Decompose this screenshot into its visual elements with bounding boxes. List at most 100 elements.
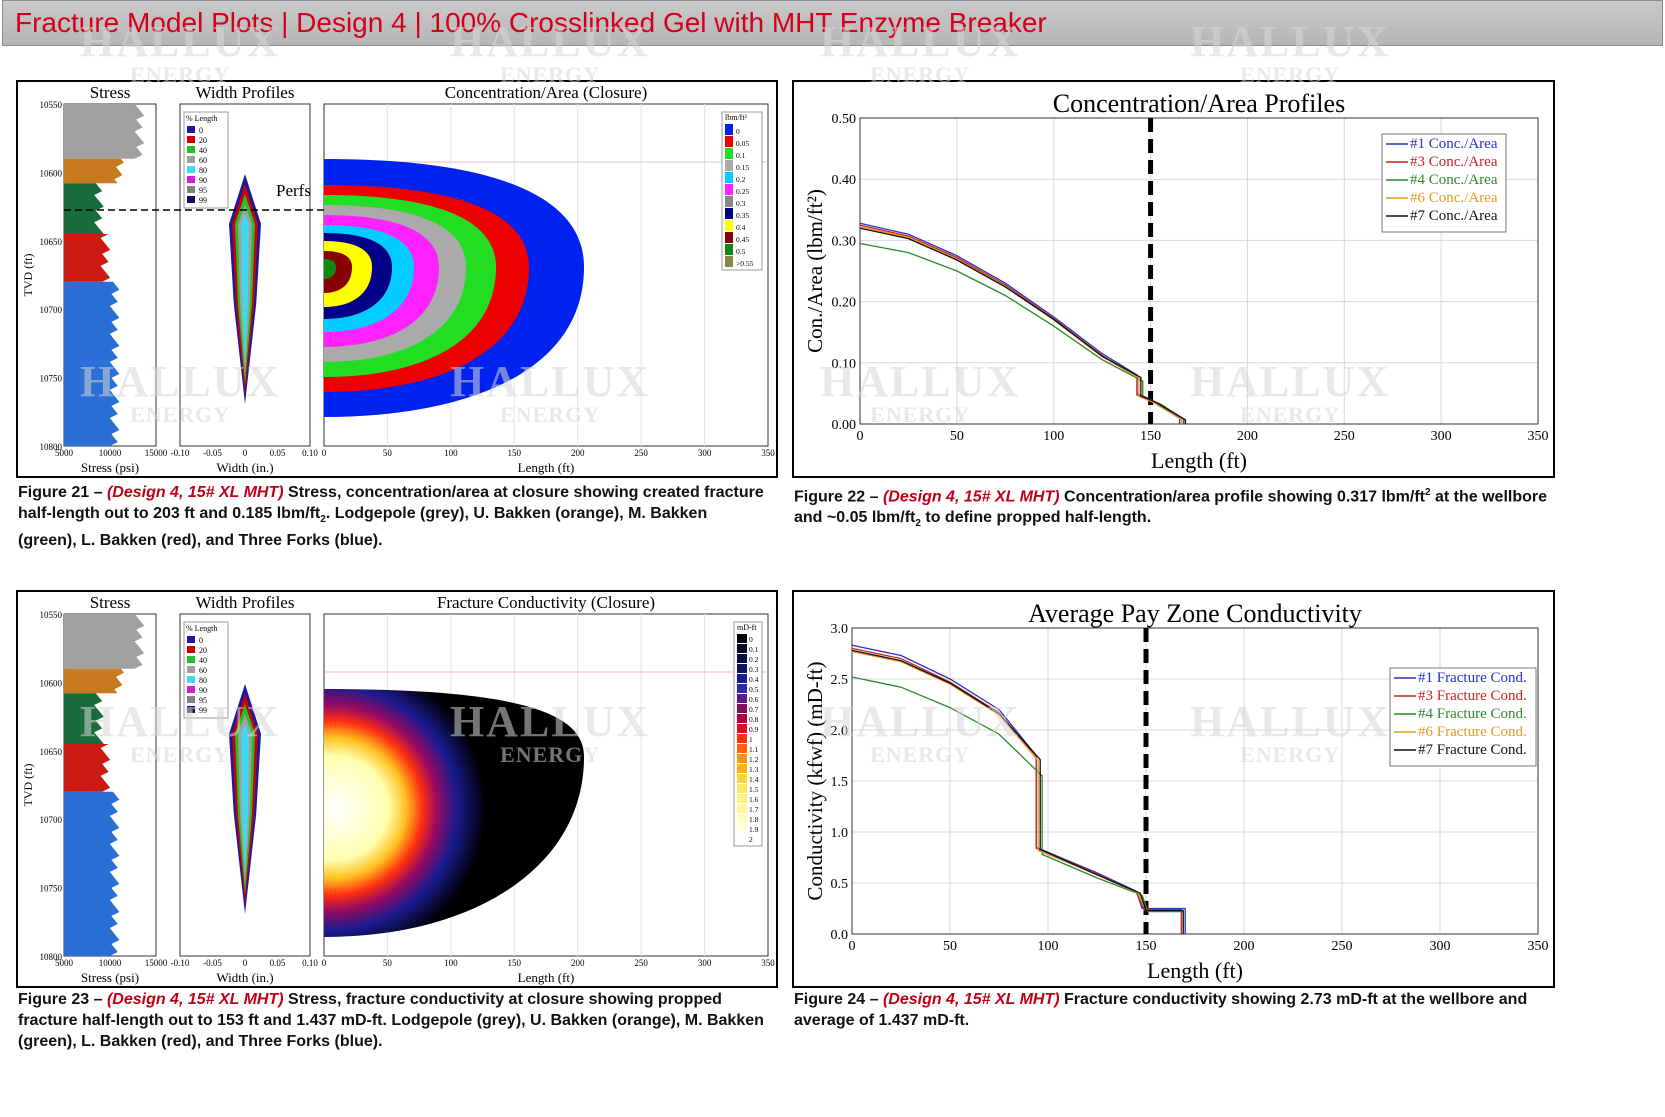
caption-label: Figure 22 – xyxy=(794,488,879,506)
width-axis-label: Width (in.) xyxy=(216,970,273,985)
figure-22-chart: Concentration/Area Profiles 0 50 100 150 200 2… xyxy=(803,89,1549,473)
width-tick-label: 0 xyxy=(243,958,248,968)
length-tick-label: 350 xyxy=(761,958,775,968)
width-legend-swatch xyxy=(187,136,195,143)
series-line xyxy=(859,226,1183,424)
middle-bakken-band xyxy=(64,693,104,744)
main-legend-swatch xyxy=(737,764,747,773)
main-legend-swatch xyxy=(737,774,747,783)
legend-label: #3 Conc./Area xyxy=(1410,154,1498,170)
tvd-tick-label: 10600 xyxy=(40,168,63,178)
caption-sub: 2 xyxy=(320,514,326,526)
y-tick-label: 0.50 xyxy=(832,112,857,127)
series-line xyxy=(851,650,1184,934)
main-legend-label: 0.3 xyxy=(736,199,746,208)
y-tick-label: 0.00 xyxy=(832,418,857,433)
three-forks-band xyxy=(64,791,120,956)
length-tick-label: 250 xyxy=(634,958,648,968)
caption-design: (Design 4, 15# XL MHT) xyxy=(882,991,1060,1008)
width-legend-swatch xyxy=(187,636,195,643)
main-legend-swatch xyxy=(737,754,747,763)
main-legend-label: 1.9 xyxy=(749,825,759,834)
width-legend-title: % Length xyxy=(186,624,217,633)
main-legend-label: 0.45 xyxy=(736,235,749,244)
main-legend-swatch xyxy=(725,244,733,255)
main-legend-title: mD-ft xyxy=(737,623,757,632)
caption-label: Figure 23 – xyxy=(18,991,103,1008)
main-legend-swatch xyxy=(725,172,733,183)
main-legend-title: lbm/ft² xyxy=(725,113,748,122)
width-tick-label: -0.10 xyxy=(171,958,190,968)
main-legend-label: 0.2 xyxy=(749,655,759,664)
width-tick-label: 0.10 xyxy=(302,448,318,458)
legend-label: #1 Fracture Cond. xyxy=(1418,670,1527,686)
caption-text: Stress, fracture conductivity at closure… xyxy=(18,991,764,1050)
width-legend-label: 80 xyxy=(199,676,207,685)
main-legend-swatch xyxy=(725,220,733,231)
caption-design: (Design 4, 15# XL MHT) xyxy=(106,991,284,1008)
width-legend-swatch xyxy=(187,146,195,153)
caption-text: Stress, concentration/area at closure sh… xyxy=(18,484,764,522)
main-legend-label: 2 xyxy=(749,835,753,844)
figure-23-caption: Figure 23 – (Design 4, 15# XL MHT) Stres… xyxy=(18,989,770,1052)
figure-23-panel: Stress 10550 10600 10650 10700 10750 10800 TVD … xyxy=(16,590,778,988)
main-legend-label: >0.55 xyxy=(736,259,754,268)
main-legend-label: 0.25 xyxy=(736,187,749,196)
lower-bakken-band xyxy=(64,233,111,282)
width-legend-swatch xyxy=(187,676,195,683)
length-tick-label: 350 xyxy=(761,448,775,458)
width-legend-label: 95 xyxy=(199,696,207,705)
tvd-tick-label: 10550 xyxy=(40,100,63,110)
width-legend-label: 60 xyxy=(199,666,207,675)
width-legend-swatch xyxy=(187,656,195,663)
main-legend-label: 1.4 xyxy=(749,775,759,784)
title-bar: Fracture Model Plots | Design 4 | 100% C… xyxy=(2,0,1663,46)
y-tick-label: 0.10 xyxy=(832,357,857,372)
figure-21-panel: Stress 10550 10600 10650 10700 10750 10800 TVD … xyxy=(16,80,778,478)
main-legend-swatch xyxy=(725,232,733,243)
y-tick-label: 0.20 xyxy=(832,296,857,311)
main-legend-swatch xyxy=(737,834,747,843)
series-line xyxy=(859,227,1187,424)
tvd-tick-label: 10700 xyxy=(40,305,63,315)
figure-23-svg: Stress105501060010650107001075010800TVD … xyxy=(21,593,775,985)
y-tick-label: 0.0 xyxy=(831,928,849,943)
width-legend-label: 0 xyxy=(199,636,203,645)
main-legend-swatch xyxy=(725,196,733,207)
tvd-axis-label: TVD (ft) xyxy=(21,764,35,807)
main-legend-label: 1 xyxy=(749,735,753,744)
main-legend-label: 0.1 xyxy=(736,151,746,160)
width-tick-label: 0 xyxy=(243,448,248,458)
lower-bakken-band xyxy=(64,743,111,792)
main-legend-swatch xyxy=(737,824,747,833)
series-line xyxy=(851,649,1184,934)
legend-label: #7 Conc./Area xyxy=(1410,208,1498,224)
width-legend-label: 90 xyxy=(199,176,207,185)
middle-bakken-band xyxy=(64,183,104,234)
length-tick-label: 0 xyxy=(322,958,327,968)
tvd-tick-label: 10750 xyxy=(40,884,63,894)
length-tick-label: 50 xyxy=(383,448,393,458)
y-tick-label: 1.5 xyxy=(831,775,849,790)
x-tick-label: 350 xyxy=(1528,429,1549,444)
main-legend-label: 0 xyxy=(736,127,740,136)
main-legend-label: 1.6 xyxy=(749,795,759,804)
length-tick-label: 150 xyxy=(508,958,522,968)
stress-tick-label: 15000 xyxy=(145,448,168,458)
legend-label: #6 Fracture Cond. xyxy=(1418,724,1527,740)
caption-label: Figure 24 – xyxy=(794,991,879,1008)
x-tick-label: 100 xyxy=(1038,939,1059,954)
main-legend-label: 1.1 xyxy=(749,745,759,754)
y-tick-label: 2.5 xyxy=(831,673,849,688)
width-legend-label: 95 xyxy=(199,186,207,195)
series-line xyxy=(859,222,1181,424)
tvd-tick-label: 10800 xyxy=(40,952,63,962)
main-legend-swatch xyxy=(737,664,747,673)
series-line xyxy=(851,644,1186,934)
main-legend-swatch xyxy=(737,814,747,823)
width-legend-swatch xyxy=(187,186,195,193)
caption-text-2: . Lodgepole (grey), U. Bakken (orange), … xyxy=(18,505,708,550)
tvd-tick-label: 10550 xyxy=(40,610,63,620)
x-axis-label: Length (ft) xyxy=(1151,448,1247,473)
main-legend-label: 0.9 xyxy=(749,725,759,734)
